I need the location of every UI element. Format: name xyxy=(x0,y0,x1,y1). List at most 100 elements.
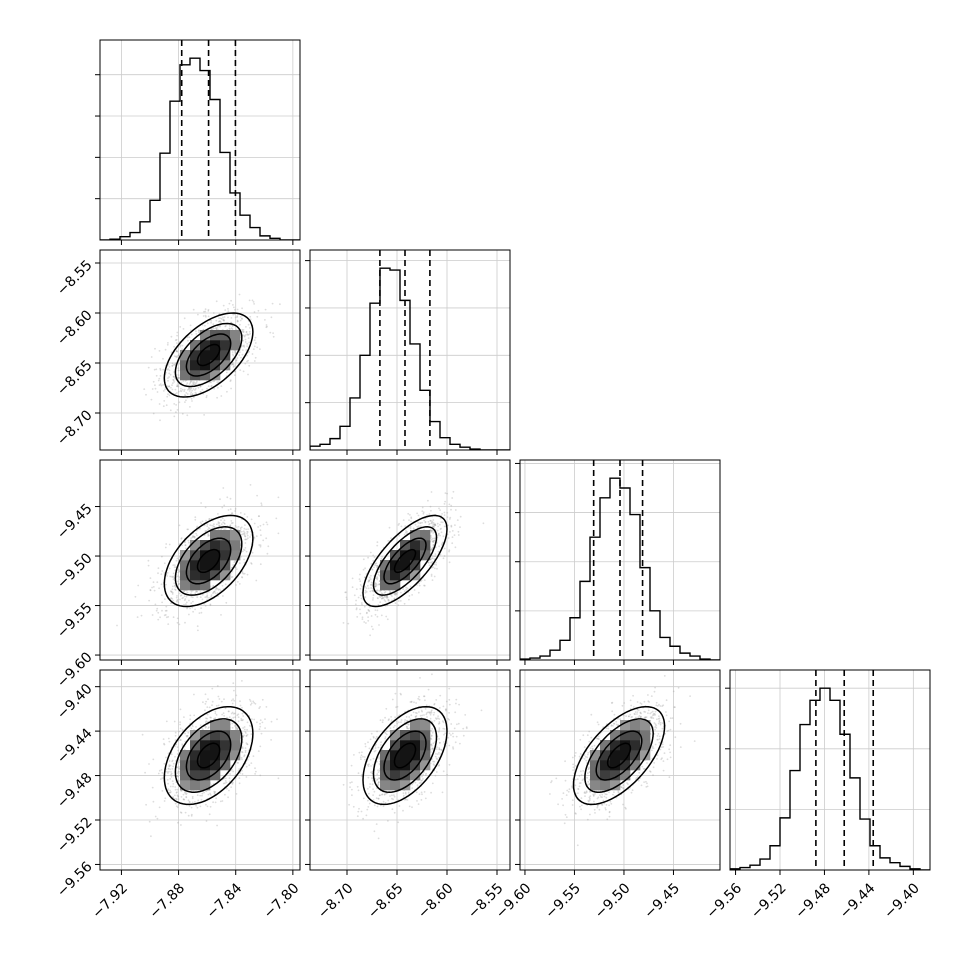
sample-point xyxy=(206,525,209,527)
sample-point xyxy=(342,622,345,624)
sample-point xyxy=(588,796,591,799)
sample-point xyxy=(250,733,253,736)
sample-point xyxy=(424,520,427,523)
sample-point xyxy=(433,760,436,763)
sample-point xyxy=(587,753,589,756)
sample-point xyxy=(658,719,661,722)
sample-point xyxy=(456,723,458,726)
sample-point xyxy=(397,604,400,607)
sample-point xyxy=(241,751,244,754)
contour-line xyxy=(174,322,243,388)
sample-point xyxy=(203,791,206,794)
sample-point xyxy=(641,765,644,768)
sample-point xyxy=(245,326,247,328)
sample-point xyxy=(222,319,225,322)
sample-point xyxy=(448,744,451,747)
sample-point xyxy=(656,718,658,721)
sample-point xyxy=(407,791,410,794)
sample-point xyxy=(432,566,434,569)
density-cell xyxy=(630,730,641,741)
density-cell xyxy=(640,750,651,761)
sample-point xyxy=(390,716,392,718)
sample-point xyxy=(232,698,235,700)
contour-line xyxy=(372,526,438,596)
sample-point xyxy=(181,412,184,415)
sample-point xyxy=(550,780,553,782)
sample-point xyxy=(588,800,590,803)
sample-point xyxy=(211,687,214,690)
density-cell xyxy=(630,760,641,771)
sample-point xyxy=(421,779,423,782)
sample-point xyxy=(248,330,251,333)
sample-point xyxy=(192,535,195,538)
sample-point xyxy=(403,798,406,801)
sample-point xyxy=(169,597,172,600)
sample-point xyxy=(601,803,603,806)
sample-point xyxy=(194,382,197,385)
sample-point xyxy=(350,764,353,767)
sample-point xyxy=(178,569,181,571)
sample-point xyxy=(438,727,441,730)
sample-point xyxy=(151,586,154,589)
sample-point xyxy=(349,786,351,788)
sample-point xyxy=(230,364,233,366)
sample-point xyxy=(450,525,453,528)
sample-point xyxy=(594,812,596,814)
sample-point xyxy=(658,738,661,740)
sample-point xyxy=(431,728,434,730)
sample-point xyxy=(189,329,192,332)
density-cell xyxy=(400,780,411,791)
sample-point xyxy=(171,598,174,600)
sample-point xyxy=(252,700,255,703)
sample-point xyxy=(406,720,408,722)
sample-point xyxy=(223,528,226,530)
density-cell xyxy=(620,720,631,731)
sample-point xyxy=(177,821,179,824)
sample-point xyxy=(384,737,387,740)
density-cell xyxy=(190,780,201,791)
density-cell xyxy=(600,760,611,771)
sample-point xyxy=(433,524,435,526)
density-cell xyxy=(220,360,231,371)
sample-point xyxy=(196,525,199,528)
density-cell xyxy=(200,370,211,381)
sample-point xyxy=(211,700,214,703)
sample-point xyxy=(651,747,654,749)
sample-point xyxy=(218,524,220,527)
sample-point xyxy=(415,702,417,704)
sample-point xyxy=(647,694,649,696)
sample-point xyxy=(400,591,402,594)
sample-point xyxy=(253,360,256,362)
sample-point xyxy=(388,526,391,529)
sample-point xyxy=(264,319,266,321)
sample-point xyxy=(612,722,615,725)
sample-point xyxy=(384,793,386,795)
sample-point xyxy=(150,835,152,838)
sample-point xyxy=(252,301,255,303)
sample-point xyxy=(256,346,259,349)
sample-point xyxy=(208,381,211,384)
histogram-step xyxy=(100,57,300,240)
sample-point xyxy=(397,821,400,824)
sample-point xyxy=(233,306,235,309)
sample-point xyxy=(247,359,250,362)
sample-point xyxy=(186,336,189,339)
sample-point xyxy=(380,744,382,746)
sample-point xyxy=(217,704,220,707)
sample-point xyxy=(427,561,430,564)
sample-point xyxy=(588,766,591,769)
sample-point xyxy=(408,595,411,597)
sample-point xyxy=(603,802,606,805)
sample-point xyxy=(222,318,225,321)
sample-point xyxy=(235,694,238,697)
sample-point xyxy=(443,503,446,505)
sample-point xyxy=(136,616,139,618)
sample-point xyxy=(379,590,382,592)
sample-point xyxy=(179,598,181,601)
sample-point xyxy=(380,597,383,600)
sample-point xyxy=(213,523,215,526)
sample-point xyxy=(374,585,377,588)
sample-point xyxy=(236,761,239,764)
sample-point xyxy=(190,815,193,817)
sample-point xyxy=(601,796,603,799)
